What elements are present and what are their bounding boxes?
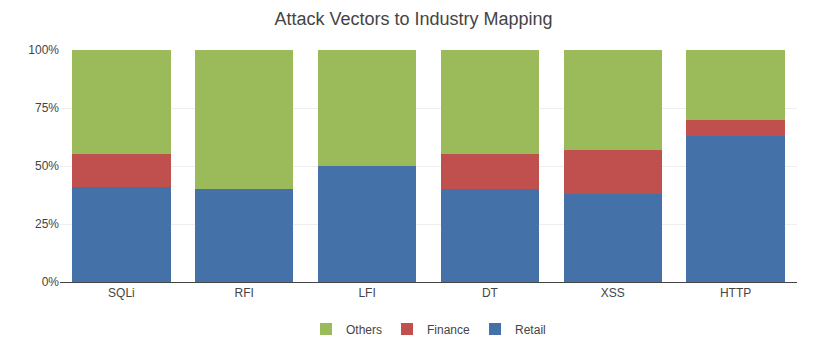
svg-text:DT: DT — [482, 286, 499, 300]
svg-text:25%: 25% — [35, 217, 59, 231]
svg-text:SQLi: SQLi — [108, 286, 135, 300]
svg-text:Finance: Finance — [427, 323, 470, 337]
svg-text:Others: Others — [346, 323, 382, 337]
svg-text:0%: 0% — [42, 275, 60, 289]
svg-text:Retail: Retail — [515, 323, 546, 337]
svg-text:XSS: XSS — [601, 286, 625, 300]
svg-text:LFI: LFI — [358, 286, 375, 300]
svg-text:Attack Vectors to Industry Map: Attack Vectors to Industry Mapping — [274, 9, 552, 29]
svg-text:100%: 100% — [28, 43, 59, 57]
svg-text:75%: 75% — [35, 101, 59, 115]
svg-text:50%: 50% — [35, 159, 59, 173]
svg-text:RFI: RFI — [235, 286, 254, 300]
svg-text:HTTP: HTTP — [720, 286, 751, 300]
